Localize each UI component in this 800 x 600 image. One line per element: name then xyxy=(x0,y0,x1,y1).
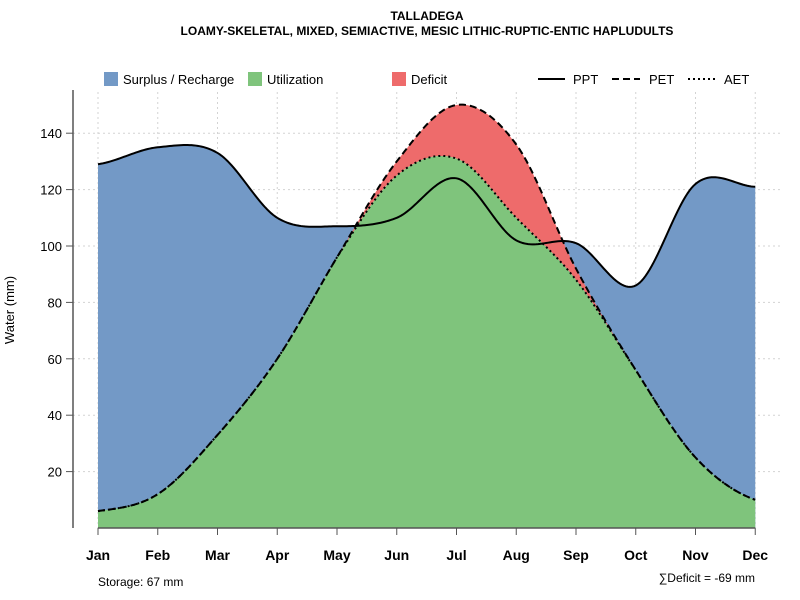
legend-label-deficit: Deficit xyxy=(411,72,448,87)
y-tick-label: 140 xyxy=(40,126,62,141)
x-tick-label-feb: Feb xyxy=(145,547,170,563)
x-tick-label-mar: Mar xyxy=(205,547,230,563)
y-tick-label: 40 xyxy=(48,408,62,423)
x-tick-label-may: May xyxy=(323,547,350,563)
legend-swatch-surplus xyxy=(104,72,118,86)
storage-note: Storage: 67 mm xyxy=(98,575,183,589)
chart-title: TALLADEGA xyxy=(390,9,463,23)
pet-series-line xyxy=(97,103,756,513)
x-tick-label-nov: Nov xyxy=(682,547,709,563)
x-tick-label-apr: Apr xyxy=(265,547,290,563)
x-tick-label-aug: Aug xyxy=(503,547,530,563)
y-tick-label: 100 xyxy=(40,239,62,254)
plot-area: 20 40 60 80 100 120 140 Jan Feb Mar Apr May Jun Jul Au… xyxy=(40,90,780,563)
legend-label-aet: AET xyxy=(724,72,749,87)
x-tick-label-dec: Dec xyxy=(742,547,768,563)
utilization-area xyxy=(98,155,756,528)
x-tick-label-jan: Jan xyxy=(86,547,110,563)
legend-label-surplus: Surplus / Recharge xyxy=(123,72,234,87)
y-tick-label: 80 xyxy=(48,295,62,310)
y-tick-label: 20 xyxy=(48,465,62,480)
y-tick-label: 60 xyxy=(48,352,62,367)
x-tick-label-jun: Jun xyxy=(384,547,409,563)
y-tick-label: 120 xyxy=(40,183,62,198)
deficit-note: ∑Deficit = -69 mm xyxy=(659,571,755,585)
legend-swatch-utilization xyxy=(248,72,262,86)
x-tick-label-jul: Jul xyxy=(446,547,466,563)
legend-label-pet: PET xyxy=(649,72,674,87)
x-tick-label-sep: Sep xyxy=(563,547,589,563)
legend-label-ppt: PPT xyxy=(573,72,598,87)
x-tick-label-oct: Oct xyxy=(624,547,648,563)
legend-swatch-deficit xyxy=(392,72,406,86)
ppt-series-line xyxy=(97,144,756,288)
legend: Surplus / Recharge Utilization Deficit P… xyxy=(104,72,749,87)
y-axis-label: Water (mm) xyxy=(2,276,17,344)
legend-label-utilization: Utilization xyxy=(267,72,323,87)
chart-subtitle: LOAMY-SKELETAL, MIXED, SEMIACTIVE, MESIC… xyxy=(181,24,674,38)
